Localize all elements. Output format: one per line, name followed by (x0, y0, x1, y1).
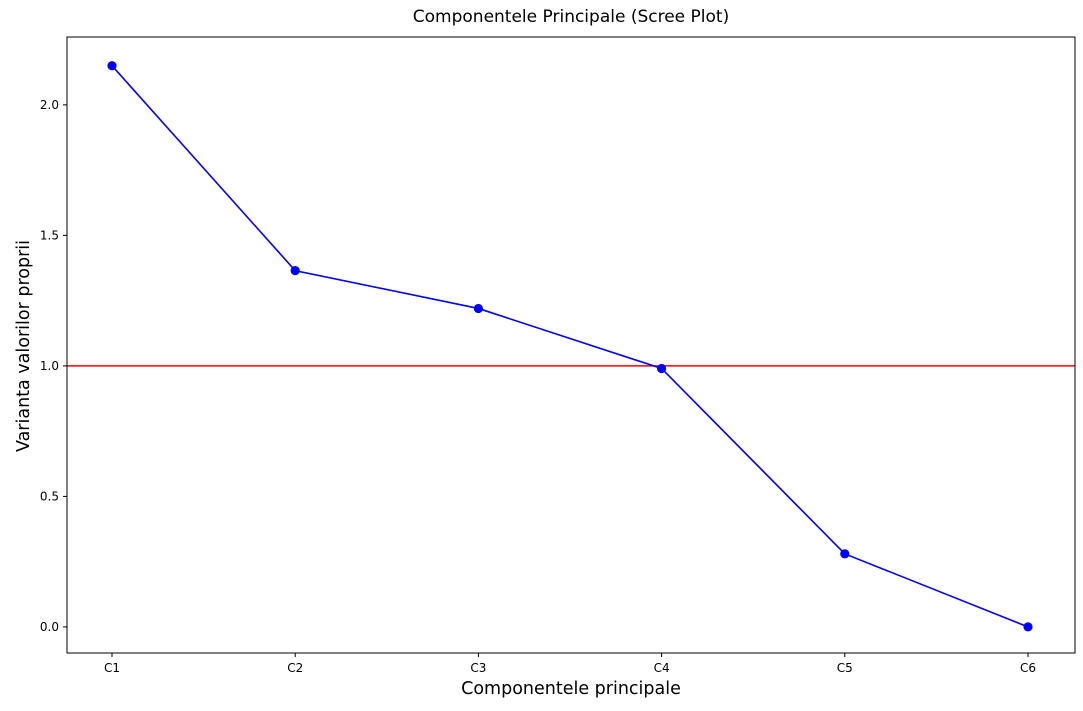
x-tick-label: C5 (837, 661, 853, 675)
series-line (111, 65, 1029, 628)
y-tick-label: 1.0 (40, 359, 59, 373)
x-tick-label: C1 (104, 661, 120, 675)
x-axis-label: Componentele principale (461, 679, 681, 699)
plot-layer (67, 61, 1075, 632)
y-tick-label: 1.5 (40, 228, 59, 242)
data-point-c2 (290, 266, 300, 276)
data-point-c3 (473, 303, 483, 314)
x-tick-label: C2 (287, 661, 303, 675)
data-point-c5 (840, 549, 850, 559)
y-tick-label: 2.0 (40, 98, 59, 112)
plot-frame (66, 36, 1076, 654)
x-tick-label: C3 (470, 661, 486, 675)
data-point-c4 (657, 363, 667, 374)
chart-title: Componentele Principale (Scree Plot) (412, 7, 730, 27)
y-axis-label: Varianta valorilor proprii (14, 239, 34, 453)
x-tick-label: C6 (1020, 661, 1036, 675)
data-point-c6 (1023, 622, 1033, 632)
x-tick-label: C4 (654, 661, 670, 675)
y-tick-label: 0.5 (40, 489, 59, 503)
y-tick-label: 0.0 (40, 620, 59, 634)
data-point-c1 (107, 61, 117, 71)
axis-layer: C1 C2 C3 C4 C5 C6 0.0 0.5 1.0 1.5 2.0 (40, 36, 1076, 675)
